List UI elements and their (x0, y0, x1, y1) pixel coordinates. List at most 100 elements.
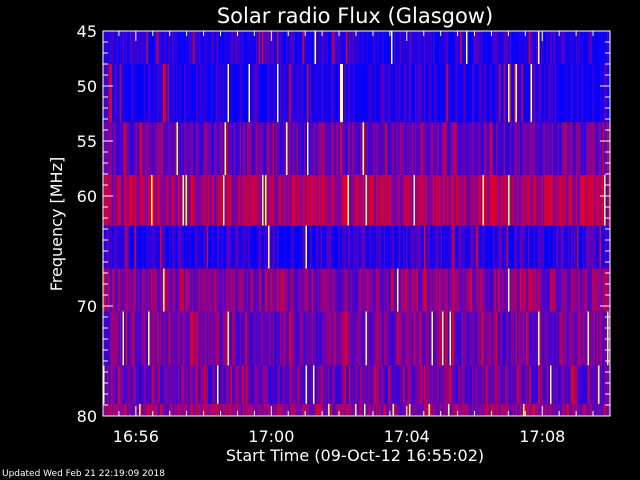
spectrogram-column (514, 268, 516, 312)
spectrogram-column (196, 31, 198, 64)
spectrogram-column (554, 268, 556, 312)
spectrogram-column (461, 122, 463, 176)
spectrogram-column (161, 64, 163, 123)
spectrogram-column (226, 365, 228, 404)
spectrogram-column (445, 225, 447, 269)
spectrogram-column (154, 225, 156, 269)
spectrogram-column (440, 175, 442, 226)
spectrogram-column (404, 311, 406, 366)
spectrogram-column (511, 311, 513, 366)
spectrogram-column (179, 225, 181, 269)
spectrogram-column (193, 268, 195, 312)
y-tick-label: 60 (77, 187, 97, 206)
spectrogram-column (128, 268, 130, 312)
spectrogram-column (229, 311, 231, 366)
spectrogram-column (296, 122, 298, 176)
spectrogram-column (491, 268, 493, 312)
spectrogram-column (406, 365, 408, 404)
spectrogram-column (263, 403, 265, 416)
spectrogram-column (442, 225, 444, 269)
spectrogram-column (370, 31, 372, 64)
spectrogram-column (538, 311, 540, 366)
spectrogram-column (290, 122, 292, 176)
spectrogram-column (527, 64, 529, 123)
spectrogram-column (160, 64, 162, 123)
spectrogram-column (206, 122, 208, 176)
spectrogram-column (112, 403, 114, 416)
spectrogram-column (587, 225, 589, 269)
spectrogram-column (112, 175, 114, 226)
spectrogram-column (542, 225, 544, 269)
spectrogram-column (331, 365, 333, 404)
spectrogram-column (337, 122, 339, 176)
spectrogram-column (118, 268, 120, 312)
spectrogram-column (137, 122, 139, 176)
spectrogram-column (392, 365, 394, 404)
spectrogram-column (205, 311, 207, 366)
spectrogram-column (346, 311, 348, 366)
spectrogram-column (160, 122, 162, 176)
spectrogram-column (343, 175, 345, 226)
spectrogram-column (451, 403, 453, 416)
spectrogram-column (319, 403, 321, 416)
spectrogram-column (482, 64, 484, 123)
spectrogram-column (436, 268, 438, 312)
spectrogram-column (476, 64, 478, 123)
spectrogram-column (158, 175, 160, 226)
spectrogram-column (503, 64, 505, 123)
spectrogram-column (371, 225, 373, 269)
spectrogram-column (364, 31, 366, 64)
spectrogram-column (212, 122, 214, 176)
spectrogram-column (115, 311, 117, 366)
spectrogram-column (110, 122, 112, 176)
spectrogram-column (542, 64, 544, 123)
spectrogram-column (148, 268, 150, 312)
spectrogram-column (344, 64, 346, 123)
spectrogram-column (602, 268, 604, 312)
spectrogram-column (358, 311, 360, 366)
spectrogram-column (509, 175, 511, 226)
spectrogram-column (569, 268, 571, 312)
spectrogram-column (125, 311, 127, 366)
spectrogram-column (410, 403, 412, 416)
spectrogram-column (332, 64, 334, 123)
spectrogram-column (545, 403, 547, 416)
spectrogram-column (457, 365, 459, 404)
spectrogram-column (190, 268, 192, 312)
spectrogram-column (248, 122, 250, 176)
spectrogram-column (490, 31, 492, 64)
spectrogram-column (182, 31, 184, 64)
spectrogram-column (169, 225, 171, 269)
spectrogram-column (364, 175, 366, 226)
spectrogram-column (433, 64, 435, 123)
spectrogram-column (523, 225, 525, 269)
spectrogram-column (452, 225, 454, 269)
spectrogram-column (599, 403, 601, 416)
spectrogram-column (290, 268, 292, 312)
spectrogram-column (457, 311, 459, 366)
spectrogram-column (187, 311, 189, 366)
spectrogram-column (532, 31, 534, 64)
spectrogram-column (488, 403, 490, 416)
spectrogram-column (508, 122, 510, 176)
spectrogram-column (505, 268, 507, 312)
spectrogram-column (521, 365, 523, 404)
spectrogram-column (472, 268, 474, 312)
spectrogram-column (337, 403, 339, 416)
spectrogram-column (223, 175, 225, 226)
spectrogram-column (122, 365, 124, 404)
spectrogram-column (578, 268, 580, 312)
spectrogram-column (556, 268, 558, 312)
spectrogram-column (544, 64, 546, 123)
spectrogram-column (385, 175, 387, 226)
spectrogram-column (311, 175, 313, 226)
spectrogram-column (562, 403, 564, 416)
spectrogram-column (178, 31, 180, 64)
spectrogram-column (307, 64, 309, 123)
spectrogram-column (574, 31, 576, 64)
spectrogram-column (431, 365, 433, 404)
spectrogram-column (437, 268, 439, 312)
spectrogram-column (172, 403, 174, 416)
spectrogram-column (115, 365, 117, 404)
spectrogram-column (389, 403, 391, 416)
